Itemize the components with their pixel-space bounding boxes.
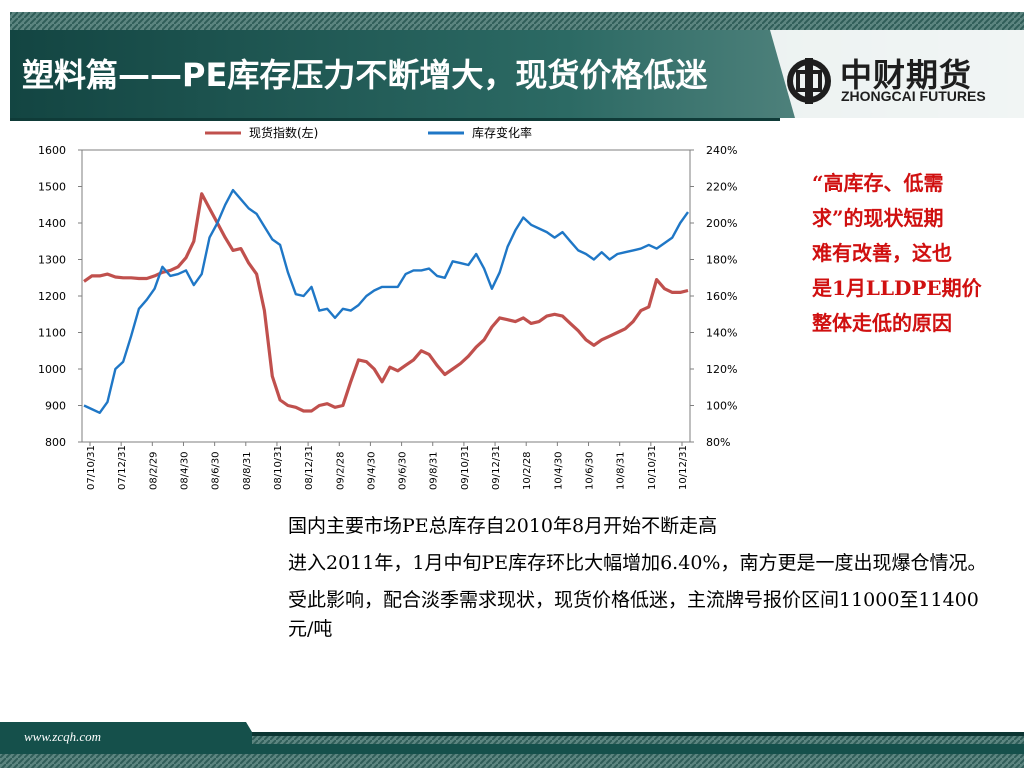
logo-en-text: ZHONGCAI FUTURES	[841, 88, 986, 104]
x-tick-label: 08/10/31	[273, 445, 284, 490]
x-tick-label: 08/12/31	[304, 445, 315, 490]
side-note-line: 求”的现状短期	[812, 206, 944, 230]
y-right-tick-label: 240%	[706, 144, 737, 157]
x-tick-label: 08/2/29	[148, 451, 159, 490]
side-note-line: 难有改善，这也	[812, 241, 952, 265]
x-tick-label: 09/6/30	[398, 451, 409, 490]
x-tick-label: 09/2/28	[335, 451, 346, 490]
y-left-tick-label: 900	[45, 400, 66, 413]
zhongcai-logo-icon	[787, 58, 831, 104]
series-line-1	[83, 188, 689, 414]
plot-area	[81, 149, 691, 443]
legend-label: 库存变化率	[472, 125, 532, 140]
x-tick-label: 10/8/31	[616, 451, 627, 490]
x-tick-label: 09/8/31	[429, 451, 440, 490]
x-tick-label: 10/4/30	[553, 451, 564, 490]
y-right-tick-label: 80%	[706, 436, 730, 449]
x-tick-label: 08/8/31	[242, 451, 253, 490]
logo-cn-text: 中财期货	[840, 56, 973, 94]
x-tick-label: 10/10/31	[647, 445, 658, 490]
y-right-tick-label: 220%	[706, 181, 737, 194]
legend-label: 现货指数(左)	[249, 125, 318, 140]
y-left-tick-label: 800	[45, 436, 66, 449]
body-text: 国内主要市场PE总库存自2010年8月开始不断走高 进入2011年，1月中旬PE…	[288, 512, 988, 652]
x-tick-label: 09/10/31	[460, 445, 471, 490]
y-right-tick-label: 140%	[706, 327, 737, 340]
x-tick-label: 09/4/30	[366, 451, 377, 490]
company-logo: 中财期货 ZHONGCAI FUTURES	[786, 52, 986, 110]
side-note: “高库存、低需 求”的现状短期 难有改善，这也 是1月LLDPE期价 整体走低的…	[812, 166, 1002, 341]
x-tick-label: 08/4/30	[179, 451, 190, 490]
y-left-tick-label: 1200	[38, 290, 66, 303]
page-title: 塑料篇——PE库存压力不断增大，现货价格低迷	[22, 56, 708, 94]
y-left-tick-label: 1600	[38, 144, 66, 157]
y-left-tick-label: 1400	[38, 217, 66, 230]
y-left-tick-label: 1100	[38, 327, 66, 340]
x-tick-label: 10/6/30	[585, 451, 596, 490]
body-paragraph: 受此影响，配合淡季需求现状，现货价格低迷，主流牌号报价区间11000至11400…	[288, 589, 979, 640]
side-note-line: 整体走低的原因	[812, 311, 952, 335]
y-right-tick-label: 200%	[706, 217, 737, 230]
y-left-tick-label: 1500	[38, 181, 66, 194]
side-note-line: 是1月LLDPE期价	[812, 276, 982, 300]
y-right-tick-label: 100%	[706, 400, 737, 413]
header-banner	[10, 12, 1024, 121]
side-note-line: “高库存、低需	[812, 171, 944, 195]
inventory-price-chart: 1600 1500 1400 1300 1200 1100 1000 900 800 240% 22…	[38, 125, 737, 490]
y-right-tick-label: 160%	[706, 290, 737, 303]
x-tick-label: 10/12/31	[678, 445, 689, 490]
footer-url: www.zcqh.com	[24, 729, 102, 744]
series-line-0	[83, 192, 689, 413]
x-tick-label: 08/6/30	[211, 451, 222, 490]
x-tick-label: 07/12/31	[117, 445, 128, 490]
x-tick-label: 09/12/31	[491, 445, 502, 490]
y-right-tick-label: 120%	[706, 363, 737, 376]
y-left-tick-label: 1000	[38, 363, 66, 376]
y-left-tick-label: 1300	[38, 254, 66, 267]
x-tick-label: 07/10/31	[86, 445, 97, 490]
y-right-tick-label: 180%	[706, 254, 737, 267]
body-paragraph: 国内主要市场PE总库存自2010年8月开始不断走高	[288, 515, 718, 537]
body-paragraph: 进入2011年，1月中旬PE库存环比大幅增加6.40%，南方更是一度出现爆仓情况…	[288, 552, 987, 574]
footer-banner	[0, 722, 1024, 768]
x-tick-label: 10/2/28	[522, 451, 533, 490]
